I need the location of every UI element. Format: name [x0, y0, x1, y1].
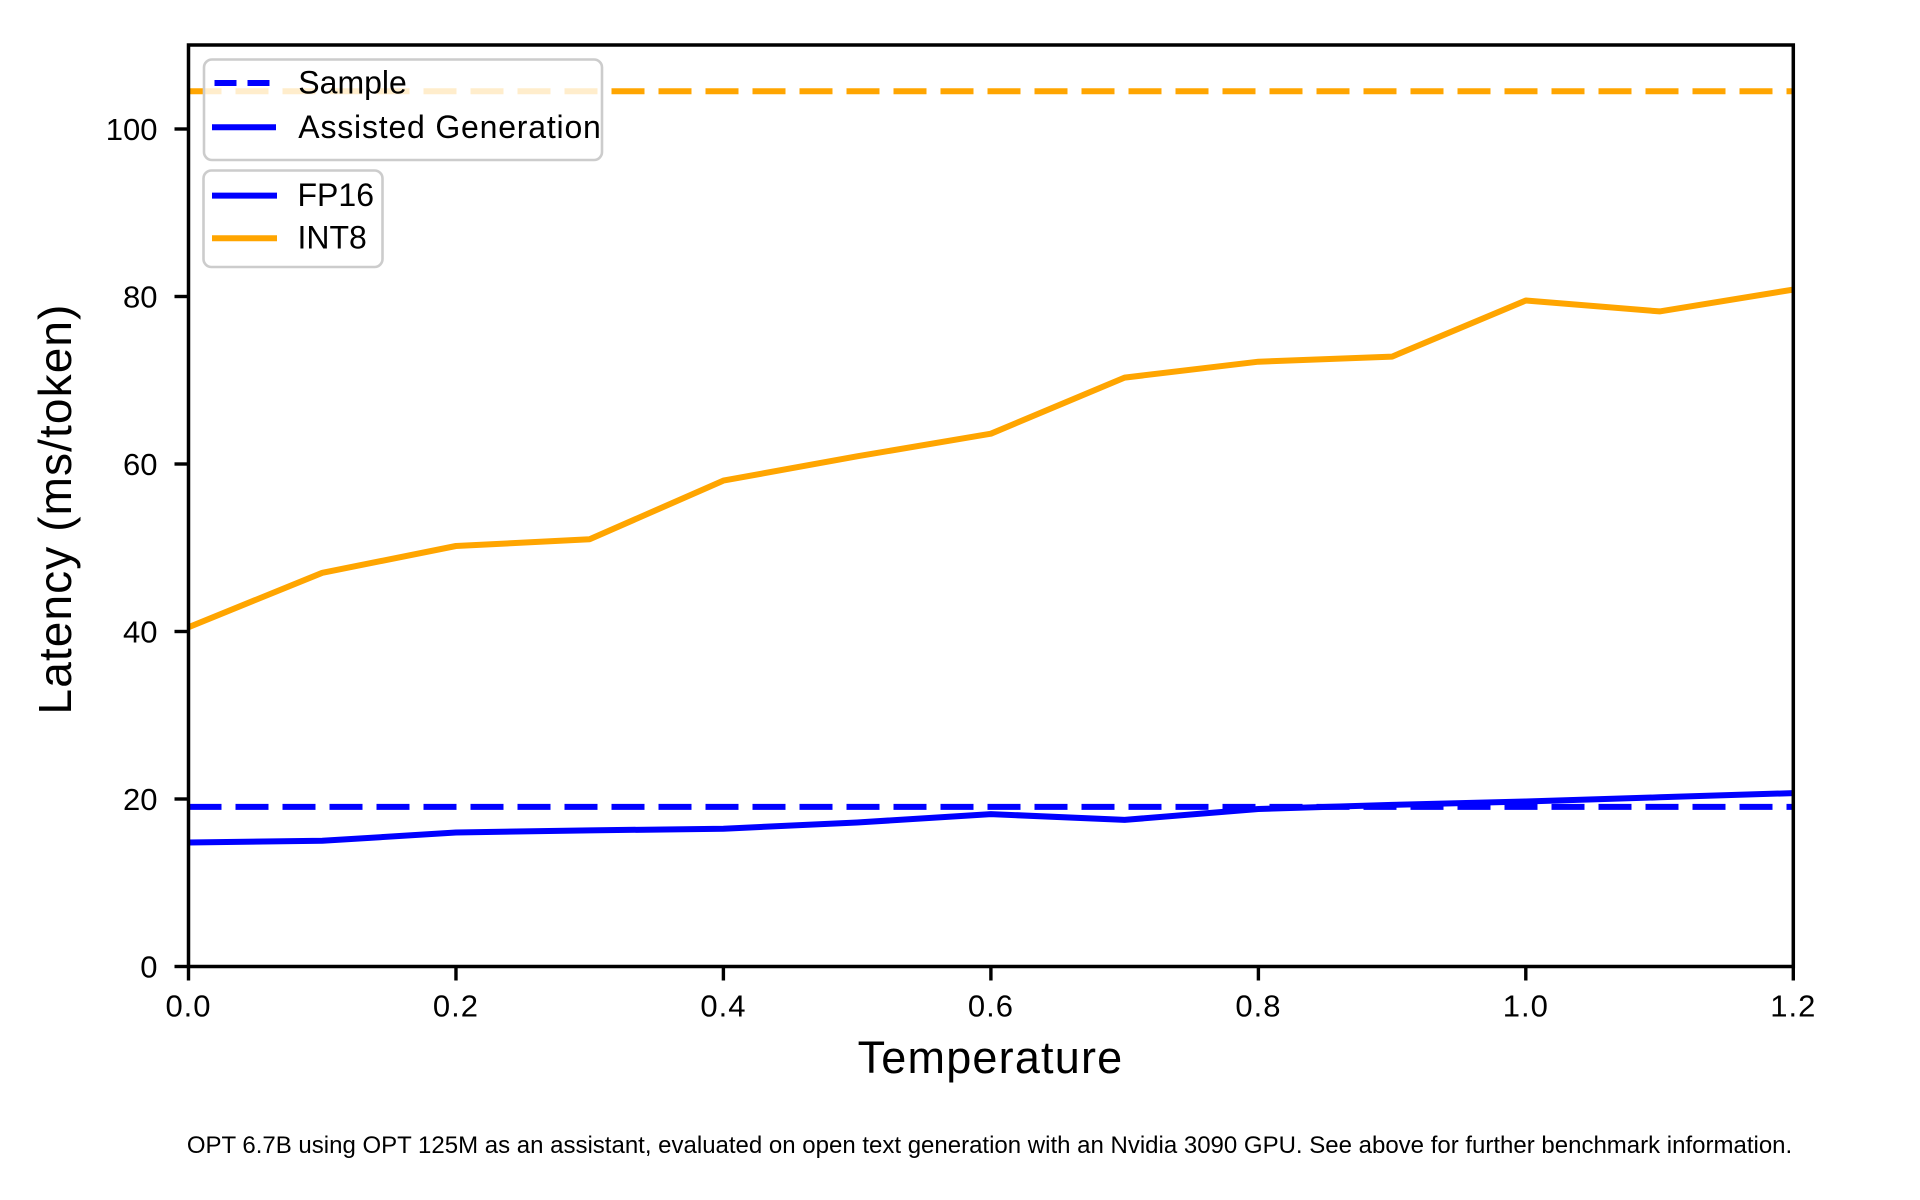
svg-text:0.8: 0.8 [1235, 989, 1281, 1024]
svg-text:Sample: Sample [298, 65, 407, 101]
svg-text:20: 20 [123, 782, 157, 817]
svg-text:Latency (ms/token): Latency (ms/token) [29, 304, 81, 715]
svg-text:0.6: 0.6 [968, 989, 1014, 1024]
svg-text:INT8: INT8 [298, 220, 367, 256]
svg-text:40: 40 [123, 614, 157, 649]
svg-text:0.4: 0.4 [700, 989, 746, 1024]
svg-text:0.0: 0.0 [165, 989, 211, 1024]
svg-text:100: 100 [106, 112, 158, 147]
svg-text:FP16: FP16 [298, 177, 374, 213]
svg-text:1.2: 1.2 [1770, 989, 1816, 1024]
svg-text:OPT 6.7B using OPT 125M as an: OPT 6.7B using OPT 125M as an assistant,… [187, 1132, 1792, 1159]
svg-text:60: 60 [123, 447, 157, 482]
svg-text:0.2: 0.2 [433, 989, 479, 1024]
svg-text:1.0: 1.0 [1503, 989, 1549, 1024]
svg-text:Assisted Generation: Assisted Generation [298, 109, 601, 145]
svg-text:80: 80 [123, 279, 157, 314]
svg-text:0: 0 [140, 949, 157, 984]
svg-text:Temperature: Temperature [858, 1032, 1124, 1083]
